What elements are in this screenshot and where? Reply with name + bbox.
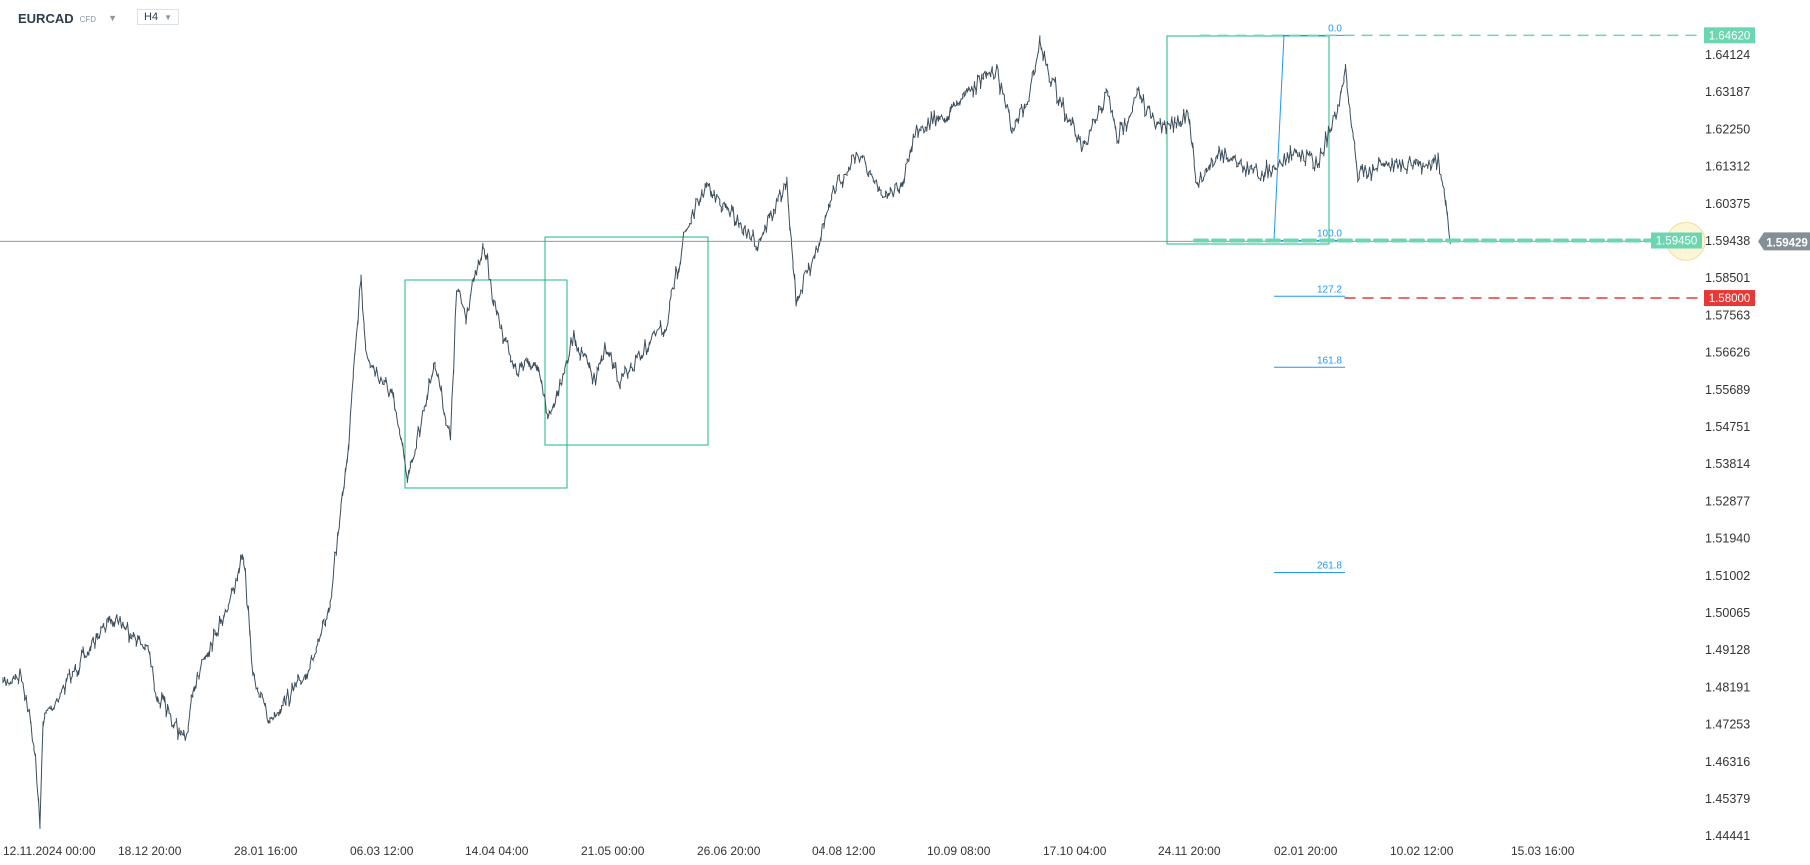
x-tick-label: 17.10 04:00: [1043, 844, 1107, 858]
y-tick-label: 1.51002: [1705, 569, 1750, 583]
range-box[interactable]: [544, 236, 709, 446]
y-tick-label: 1.62250: [1705, 122, 1750, 136]
current-price-label: 1.59429: [1766, 237, 1808, 249]
fib-level-label: 161.8: [1317, 355, 1342, 366]
y-tick-label: 1.52877: [1705, 494, 1750, 508]
y-tick-label: 1.64124: [1705, 48, 1750, 62]
y-tick-label: 1.50065: [1705, 606, 1750, 620]
x-tick-label: 18.12 20:00: [118, 844, 182, 858]
price-series-line: [2, 35, 1451, 829]
x-tick-label: 02.01 20:00: [1274, 844, 1338, 858]
price-tag-label: 1.64620: [1709, 30, 1751, 42]
y-tick-label: 1.58501: [1705, 271, 1750, 285]
y-tick-label: 1.49128: [1705, 643, 1750, 657]
price-tag-target[interactable]: [1704, 27, 1755, 44]
chevron-down-icon[interactable]: ▼: [108, 13, 117, 23]
x-tick-label: 24.11 20:00: [1158, 844, 1221, 858]
price-tag-stop[interactable]: [1704, 290, 1755, 307]
fib-level-label: 0.0: [1328, 23, 1342, 34]
x-tick-label: 04.08 12:00: [812, 844, 876, 858]
x-tick-label: 28.01 16:00: [234, 844, 298, 858]
symbol-selector[interactable]: EURCAD CFD ▼: [18, 8, 117, 28]
timeframe-select[interactable]: H4 ▼: [137, 9, 179, 25]
fib-level-label: 261.8: [1317, 560, 1342, 571]
chevron-down-icon: ▼: [164, 12, 172, 22]
price-tag-entry[interactable]: [1651, 232, 1702, 249]
y-tick-label: 1.57563: [1705, 308, 1750, 322]
y-tick-label: 1.47253: [1705, 718, 1750, 732]
timeframe-value: H4: [144, 11, 159, 23]
price-tag-label: 1.59450: [1656, 236, 1698, 248]
fib-trend-line[interactable]: [1273, 35, 1285, 241]
y-tick-label: 1.51940: [1705, 532, 1750, 546]
y-tick-label: 1.60375: [1705, 197, 1750, 211]
range-box[interactable]: [404, 279, 568, 489]
y-tick-label: 1.48191: [1705, 680, 1750, 694]
y-tick-label: 1.54751: [1705, 420, 1750, 434]
x-tick-label: 10.02 12:00: [1390, 844, 1454, 858]
price-tag-label: 1.58000: [1709, 293, 1751, 305]
y-tick-label: 1.59438: [1705, 234, 1750, 248]
x-tick-label: 21.05 00:00: [581, 844, 645, 858]
instrument-type: CFD: [79, 15, 97, 24]
current-price-tag: [1758, 232, 1810, 251]
y-tick-label: 1.44441: [1705, 829, 1750, 843]
fib-level-label: 127.2: [1317, 284, 1342, 295]
range-box[interactable]: [1166, 35, 1330, 245]
y-tick-label: 1.53814: [1705, 457, 1750, 471]
x-tick-label: 26.06 20:00: [697, 844, 761, 858]
y-tick-label: 1.63187: [1705, 85, 1750, 99]
x-tick-label: 10.09 08:00: [927, 844, 991, 858]
x-tick-label: 06.03 12:00: [350, 844, 414, 858]
x-tick-label: 15.03 16:00: [1511, 844, 1575, 858]
x-tick-label: 14.04 04:00: [465, 844, 529, 858]
y-tick-label: 1.61312: [1705, 160, 1750, 174]
x-tick-label: 12.11.2024 00:00: [3, 844, 96, 858]
y-tick-label: 1.46316: [1705, 755, 1750, 769]
y-tick-label: 1.56626: [1705, 346, 1750, 360]
drawings-layer: [404, 35, 1330, 489]
y-tick-label: 1.55689: [1705, 383, 1750, 397]
fib-level-label: 100.0: [1317, 229, 1342, 240]
y-tick-label: 1.45379: [1705, 792, 1750, 806]
symbol-name: EURCAD: [18, 10, 74, 26]
